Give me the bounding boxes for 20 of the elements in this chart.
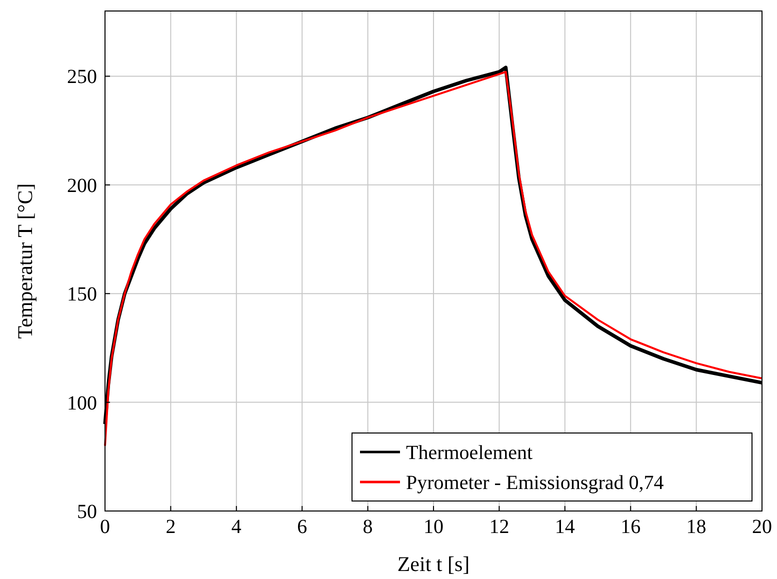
x-tick-label: 20	[752, 516, 772, 538]
legend-label: Pyrometer - Emissionsgrad 0,74	[406, 472, 664, 494]
y-tick-label: 50	[77, 501, 97, 523]
x-tick-label: 0	[100, 516, 110, 538]
x-tick-label: 6	[297, 516, 308, 538]
y-tick-label: 150	[67, 284, 97, 306]
x-tick-label: 4	[231, 516, 242, 538]
x-tick-label: 8	[362, 516, 373, 538]
x-axis-title: Zeit t [s]	[397, 552, 470, 576]
x-tick-label: 18	[686, 516, 706, 538]
y-tick-label: 100	[67, 392, 97, 414]
y-axis-title: Temperatur T [°C]	[13, 183, 37, 339]
x-tick-label: 16	[620, 516, 641, 538]
x-tick-label: 2	[166, 516, 176, 538]
x-tick-label: 10	[424, 516, 444, 538]
legend-label: Thermoelement	[406, 442, 534, 464]
y-tick-label: 200	[67, 174, 97, 197]
y-tick-label: 250	[67, 66, 97, 88]
x-tick-label: 12	[489, 516, 510, 538]
x-tick-label: 14	[554, 516, 575, 538]
